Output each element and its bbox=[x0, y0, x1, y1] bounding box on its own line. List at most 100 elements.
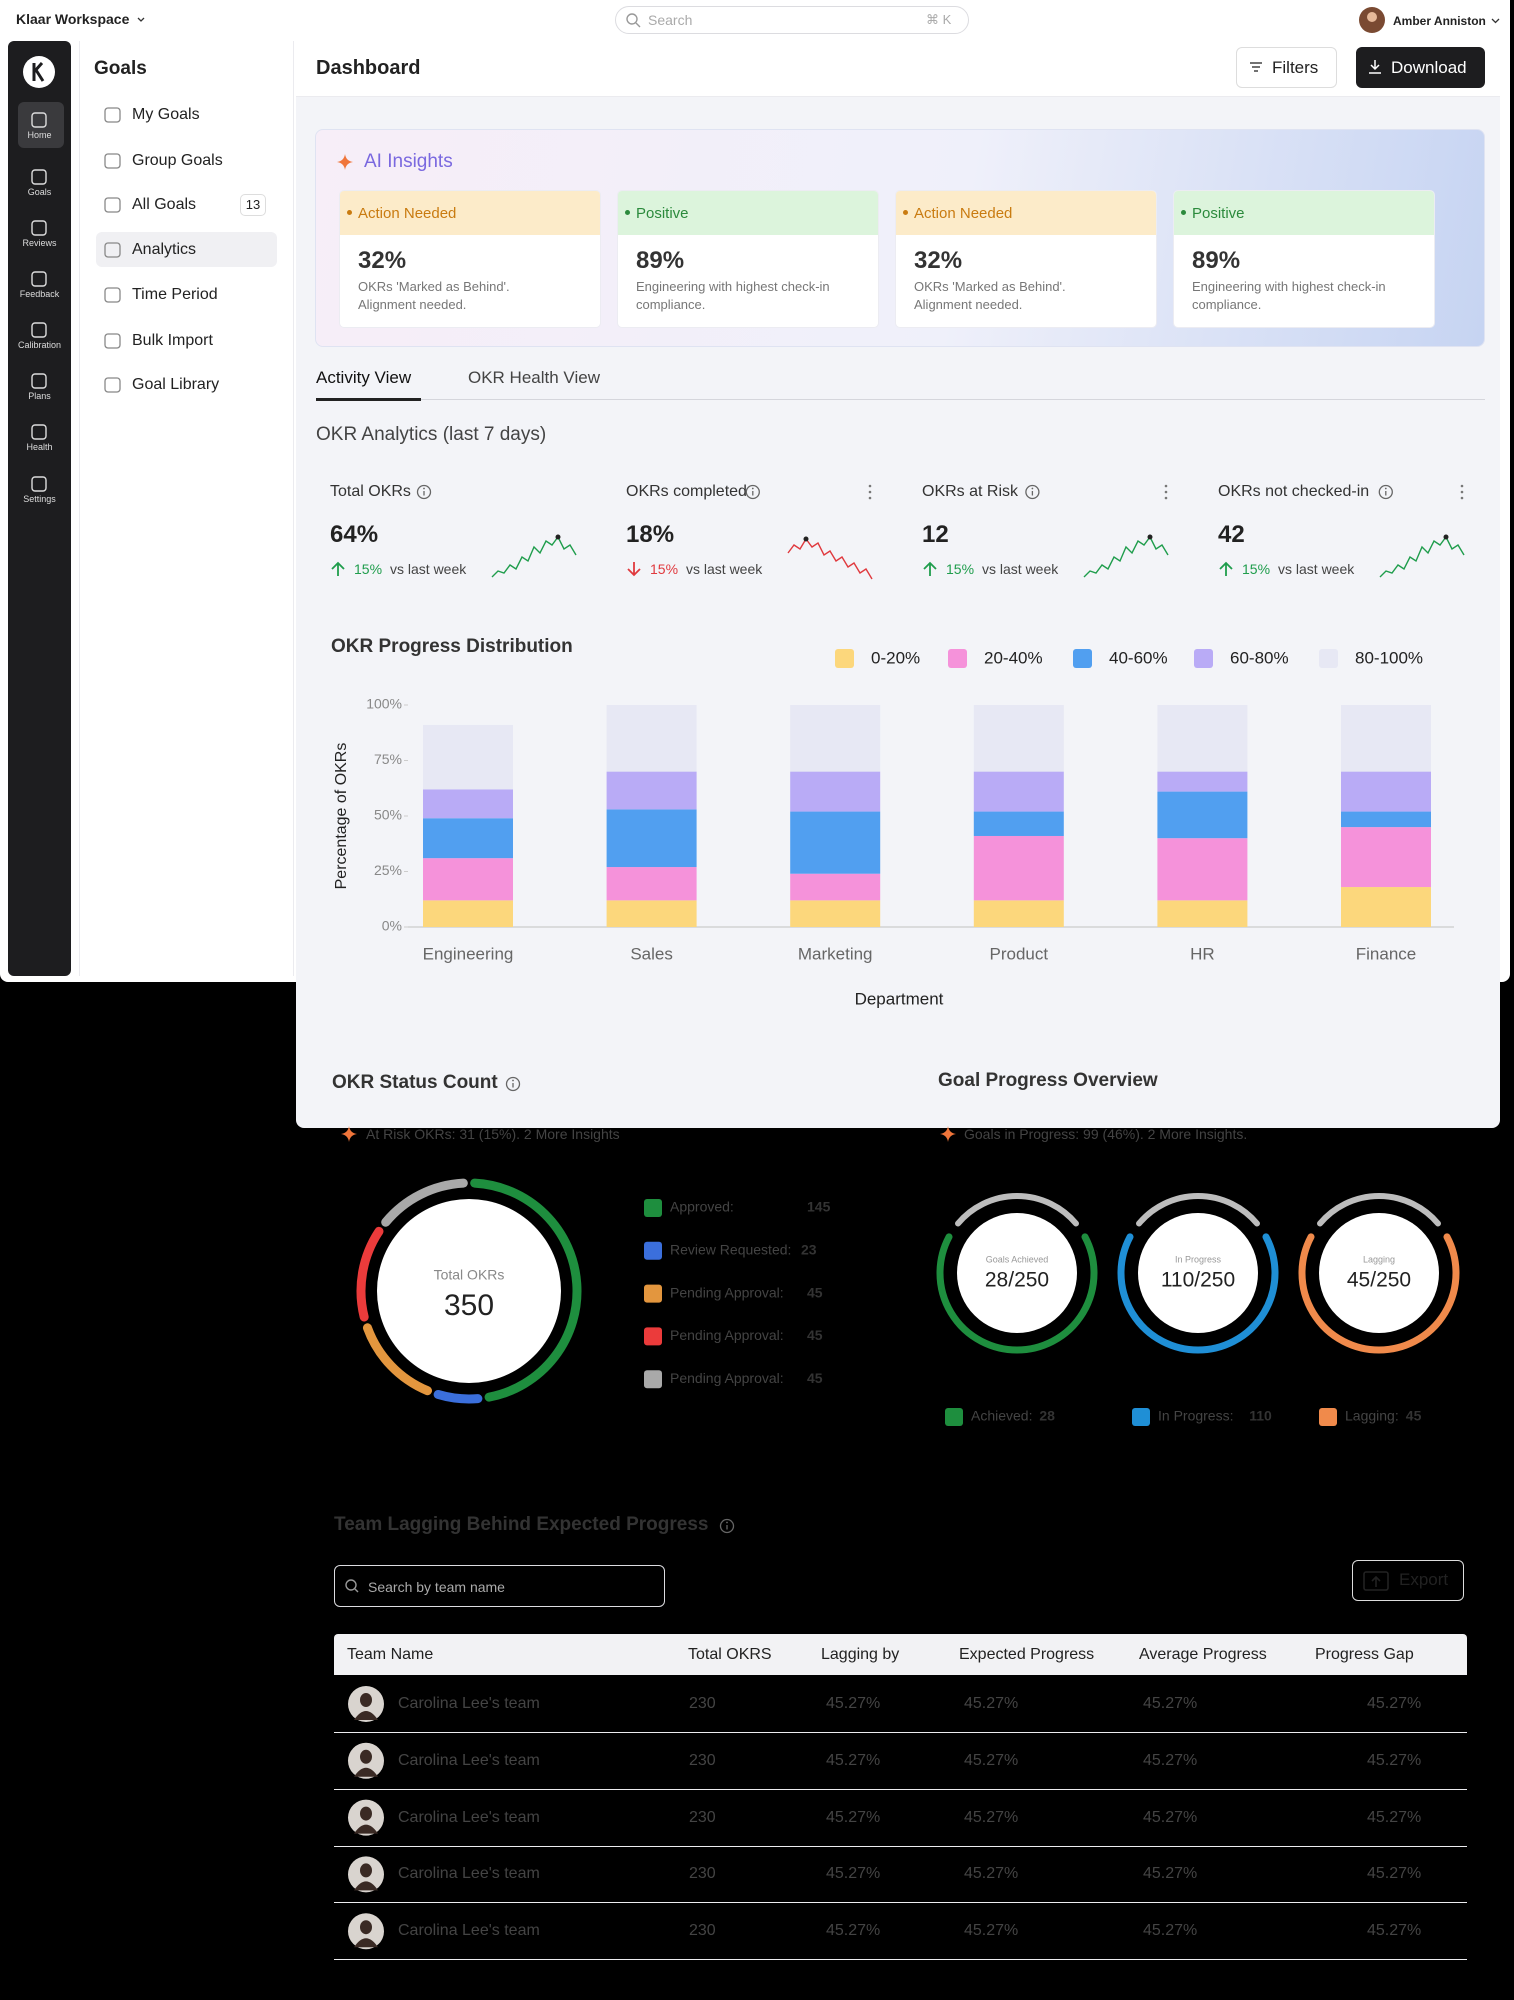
nav-label[interactable]: Settings bbox=[23, 494, 56, 504]
insight-tag-band: Positive bbox=[1174, 191, 1434, 235]
metric-change: 15% bbox=[650, 561, 679, 577]
search-box[interactable] bbox=[615, 6, 969, 34]
column-header[interactable]: Average Progress bbox=[1139, 1646, 1267, 1663]
nav-label[interactable]: Calibration bbox=[17, 340, 62, 350]
column-header[interactable]: Expected Progress bbox=[959, 1646, 1095, 1663]
table-cell: 45.27% bbox=[1143, 1865, 1198, 1883]
export-label: Export bbox=[1399, 1570, 1449, 1589]
nav-label[interactable]: Feedback bbox=[19, 289, 60, 299]
column-header[interactable]: Progress Gap bbox=[1315, 1646, 1414, 1663]
table-row bbox=[334, 1846, 1467, 1904]
insight-text: Engineering with highest check-in bbox=[636, 279, 830, 294]
insight-tag: Action Needed bbox=[358, 205, 457, 222]
metric-label: OKRs completed bbox=[626, 483, 747, 500]
insight-tag: Positive bbox=[636, 205, 689, 222]
table-cell: 45.27% bbox=[1367, 1922, 1422, 1940]
insight-text: compliance. bbox=[636, 297, 706, 312]
nav-label[interactable]: Home bbox=[27, 130, 52, 140]
metric-change: 15% bbox=[1242, 561, 1271, 577]
insight-text: compliance. bbox=[1192, 297, 1262, 312]
insight-value: 89% bbox=[1192, 247, 1241, 274]
table-cell: 45.27% bbox=[964, 1808, 1019, 1826]
user-name[interactable]: Amber Anniston bbox=[1393, 14, 1486, 28]
insight-tag-band: Positive bbox=[618, 191, 878, 235]
menu-item[interactable]: Goal Library bbox=[132, 376, 220, 393]
column-header: Team Name bbox=[347, 1646, 434, 1663]
menu-item[interactable]: Time Period bbox=[132, 286, 218, 303]
insight-value: 32% bbox=[358, 247, 407, 274]
insight-text: OKRs 'Marked as Behind'. bbox=[914, 279, 1066, 294]
metric-value: 42 bbox=[1218, 521, 1245, 548]
insight-text: Alignment needed. bbox=[914, 297, 1023, 312]
metric-label: OKRs at Risk bbox=[922, 483, 1019, 500]
menu-item[interactable]: All Goals bbox=[132, 196, 197, 213]
chart-title: OKR Progress Distribution bbox=[331, 636, 573, 657]
table-cell: Carolina Lee's team bbox=[398, 1922, 540, 1940]
menu-title: Goals bbox=[94, 58, 147, 79]
menu-panel bbox=[79, 41, 294, 976]
insight-tag-dot bbox=[1181, 210, 1186, 215]
insight-tag-dot bbox=[625, 210, 630, 215]
nav-label[interactable]: Plans bbox=[28, 391, 51, 401]
table-cell: 45.27% bbox=[964, 1695, 1019, 1712]
metric-change: 15% bbox=[354, 561, 383, 577]
table-cell: 45.27% bbox=[826, 1751, 881, 1769]
table-cell: 45.27% bbox=[1143, 1808, 1198, 1826]
menu-item[interactable]: Bulk Import bbox=[132, 332, 213, 349]
table-row bbox=[334, 1676, 1467, 1733]
card-title: Team Lagging Behind Expected Progress bbox=[334, 1514, 709, 1535]
nav-active-bg bbox=[18, 102, 64, 148]
metric-value: 64% bbox=[330, 521, 379, 548]
insight-card: Positive 89% Engineering with highest chec… bbox=[1173, 190, 1435, 328]
menu-item[interactable]: Group Goals bbox=[132, 152, 223, 169]
menu-count: 13 bbox=[240, 194, 266, 216]
table-row bbox=[334, 1733, 1467, 1790]
tab[interactable]: OKR Health View bbox=[468, 368, 600, 387]
page-title: Dashboard bbox=[316, 57, 421, 79]
tab-underline bbox=[316, 398, 421, 401]
insight-card: Positive 89% Engineering with highest chec… bbox=[617, 190, 879, 328]
nav-label[interactable]: Health bbox=[26, 442, 53, 452]
column-header[interactable]: Total OKRS bbox=[688, 1646, 772, 1663]
workspace-switcher[interactable]: Klaar Workspace bbox=[16, 11, 130, 27]
table-cell: Carolina Lee's team bbox=[398, 1808, 540, 1826]
metric-change-text: vs last week bbox=[390, 561, 467, 577]
tab[interactable]: Activity View bbox=[316, 368, 412, 387]
nav-label[interactable]: Reviews bbox=[22, 238, 57, 248]
table-search-placeholder: Search by team name bbox=[368, 1579, 505, 1595]
filters-label: Filters bbox=[1272, 58, 1319, 77]
menu-item[interactable]: Analytics bbox=[132, 241, 197, 258]
search-placeholder: Search bbox=[648, 12, 693, 28]
status-card card bbox=[316, 1055, 880, 1472]
table-cell: 45.27% bbox=[1367, 1695, 1422, 1712]
table-header bbox=[334, 1634, 1467, 1675]
table-cell: 45.27% bbox=[1143, 1751, 1198, 1769]
table-cell: Carolina Lee's team bbox=[398, 1865, 540, 1883]
insight-tag: Positive bbox=[1192, 205, 1245, 222]
card-title: OKR Status Count bbox=[332, 1072, 498, 1093]
table-row bbox=[334, 1903, 1467, 1961]
table-cell: 230 bbox=[689, 1751, 716, 1769]
table-cell: 45.27% bbox=[826, 1808, 881, 1826]
table-cell: 230 bbox=[689, 1865, 716, 1883]
insight-tag: Action Needed bbox=[914, 205, 1013, 222]
metric-change-text: vs last week bbox=[686, 561, 763, 577]
menu-item[interactable]: My Goals bbox=[132, 106, 200, 123]
insight-tag-band: Action Needed bbox=[896, 191, 1156, 235]
metric-change-text: vs last week bbox=[982, 561, 1059, 577]
table-cell: 45.27% bbox=[1367, 1865, 1422, 1883]
nav-label[interactable]: Goals bbox=[27, 187, 52, 197]
export-button[interactable] bbox=[1352, 1560, 1464, 1601]
table-cell: 45.27% bbox=[1143, 1922, 1198, 1940]
insight-value: 89% bbox=[636, 247, 685, 274]
table-search[interactable] bbox=[334, 1565, 665, 1607]
table-cell: 45.27% bbox=[826, 1865, 881, 1883]
insight-text: Engineering with highest check-in bbox=[1192, 279, 1386, 294]
table-cell: 45.27% bbox=[826, 1922, 881, 1940]
table-cell: 230 bbox=[689, 1695, 716, 1712]
metric-label: Total OKRs bbox=[330, 483, 411, 500]
column-header[interactable]: Lagging by bbox=[821, 1646, 900, 1663]
chart-card card bbox=[316, 619, 1482, 1034]
metric-value: 12 bbox=[922, 521, 949, 548]
